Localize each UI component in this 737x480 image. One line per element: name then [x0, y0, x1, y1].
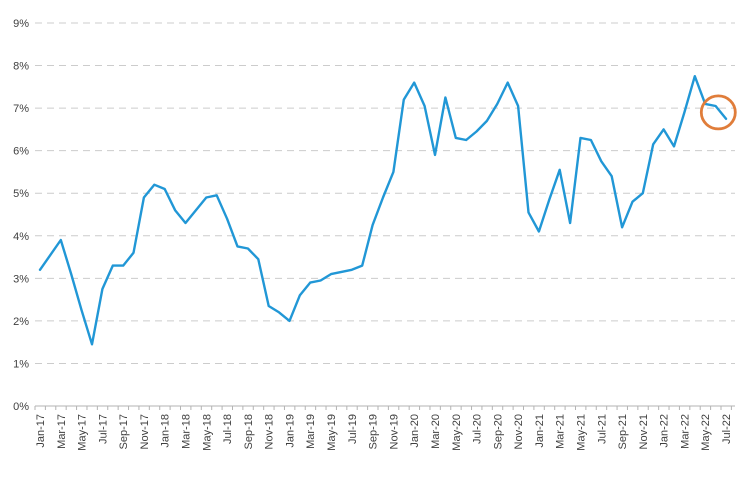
x-axis-tick-label: Sep-20 [492, 414, 504, 449]
x-axis-tick-label: Jul-22 [721, 414, 733, 444]
x-axis-tick-label: Jul-20 [472, 414, 484, 444]
highlight-circle-annotation [699, 94, 737, 131]
x-axis-tick-label: Mar-21 [555, 414, 567, 449]
x-axis-tick-label: Nov-17 [139, 414, 151, 449]
x-axis-tick-label: May-17 [77, 414, 89, 451]
x-axis-tick-label: Jan-21 [534, 414, 546, 448]
x-axis-tick-label: May-22 [700, 414, 712, 451]
x-axis-tick-label: Jan-19 [284, 414, 296, 448]
y-axis-tick-label: 3% [13, 273, 29, 285]
x-axis-tick-label: May-21 [575, 414, 587, 451]
x-axis-tick-label: May-20 [451, 414, 463, 451]
data-series-line [38, 74, 728, 346]
x-axis-tick-label: Sep-19 [368, 414, 380, 449]
y-axis-tick-label: 4% [13, 231, 29, 243]
x-axis-tick-label: Nov-21 [638, 414, 650, 449]
y-axis-tick-label: 5% [13, 188, 29, 200]
x-axis-tick-label: Mar-18 [181, 414, 193, 449]
y-axis-tick-label: 7% [13, 103, 29, 115]
y-axis-tick-label: 1% [13, 358, 29, 370]
x-axis-tick-label: May-19 [326, 414, 338, 451]
x-axis-tick-label: Jan-18 [160, 414, 172, 448]
x-axis-tick-label: Mar-22 [679, 414, 691, 449]
y-axis-tick-label: 6% [13, 146, 29, 158]
x-axis-tick-label: Mar-19 [305, 414, 317, 449]
x-axis-tick-label: Jul-18 [222, 414, 234, 444]
x-axis-tick-label: Mar-17 [56, 414, 68, 449]
x-axis-tick-label: May-18 [201, 414, 213, 451]
x-axis-tick-label: Sep-17 [118, 414, 130, 449]
x-axis-tick-label: Nov-20 [513, 414, 525, 449]
x-axis-tick-label: Nov-18 [264, 414, 276, 449]
y-axis-tick-label: 9% [13, 18, 29, 30]
x-axis-tick-label: Nov-19 [388, 414, 400, 449]
y-axis-tick-label: 0% [13, 401, 29, 413]
x-axis-tick-label: Jan-17 [35, 414, 47, 448]
x-axis-tick-label: Mar-20 [430, 414, 442, 449]
y-axis-tick-label: 8% [13, 61, 29, 73]
x-axis-tick-label: Sep-21 [617, 414, 629, 449]
x-axis-tick-label: Jul-19 [347, 414, 359, 444]
x-axis-tick-label: Jan-20 [409, 414, 421, 448]
x-axis-tick-label: Sep-18 [243, 414, 255, 449]
x-axis-tick-label: Jan-22 [659, 414, 671, 448]
x-axis-tick-label: Jul-21 [596, 414, 608, 444]
y-axis-tick-label: 2% [13, 316, 29, 328]
x-axis-tick-label: Jul-17 [97, 414, 109, 444]
